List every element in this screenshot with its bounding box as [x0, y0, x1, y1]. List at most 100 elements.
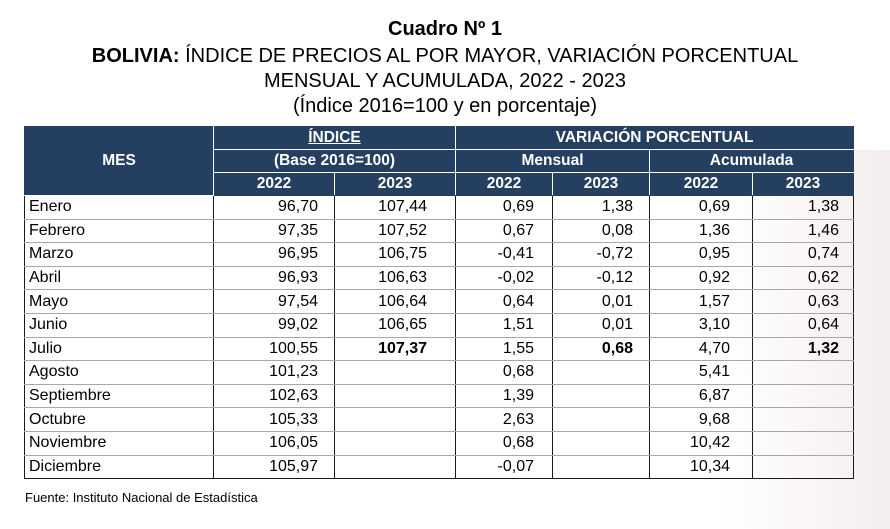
month-cell: Abril — [24, 266, 214, 291]
value-cell — [333, 455, 457, 480]
table-title-line2: MENSUAL Y ACUMULADA, 2022 - 2023 — [263, 70, 627, 92]
table-number-title: Cuadro Nº 1 — [388, 18, 502, 40]
value-cell: 96,93 — [213, 266, 335, 291]
value-cell: 0,74 — [752, 242, 855, 267]
table-row: Diciembre 105,97 -0,07 10,34 — [24, 455, 855, 480]
value-cell: 106,63 — [333, 266, 457, 291]
value-cell: 106,65 — [333, 313, 457, 338]
value-cell: 0,69 — [455, 195, 554, 220]
month-cell: Mayo — [24, 289, 214, 314]
value-cell: 0,08 — [552, 219, 651, 244]
value-cell: 0,01 — [552, 289, 651, 314]
value-cell: 1,38 — [752, 195, 855, 220]
header-acumulada: Acumulada — [649, 149, 855, 173]
value-cell: 1,36 — [649, 219, 754, 244]
value-cell — [333, 407, 457, 432]
value-cell: 107,44 — [333, 195, 457, 220]
header-variacion: VARIACIÓN PORCENTUAL — [455, 126, 855, 150]
value-cell: 106,64 — [333, 289, 457, 314]
source-note: Fuente: Instituto Nacional de Estadístic… — [25, 490, 258, 505]
table-row: Agosto 101,23 0,68 5,41 — [24, 360, 855, 385]
month-cell: Octubre — [24, 407, 214, 432]
value-cell: 96,95 — [213, 242, 335, 267]
table-title-country: BOLIVIA: — [91, 45, 180, 67]
value-cell: 97,54 — [213, 289, 335, 314]
table-row: Junio 99,02 106,65 1,51 0,01 3,10 0,64 — [24, 313, 855, 338]
value-cell — [752, 455, 855, 480]
table-units-note: (Índice 2016=100 y en porcentaje) — [292, 95, 598, 117]
value-cell: 0,67 — [455, 219, 554, 244]
table-body: Enero 96,70 107,44 0,69 1,38 0,69 1,38 Febrero 9… — [24, 195, 855, 480]
value-cell — [333, 360, 457, 385]
header-year: 2023 — [752, 172, 855, 196]
value-cell: 0,68 — [552, 337, 651, 362]
table-row: Septiembre 102,63 1,39 6,87 — [24, 384, 855, 409]
value-cell: 0,68 — [455, 360, 554, 385]
price-index-table: MES ÍNDICE VARIACIÓN PORCENTUAL (Base 20… — [24, 126, 855, 480]
value-cell: 97,35 — [213, 219, 335, 244]
table-row: Octubre 105,33 2,63 9,68 — [24, 407, 855, 432]
month-cell: Septiembre — [24, 384, 214, 409]
header-indice: ÍNDICE — [212, 126, 457, 150]
value-cell: 101,23 — [213, 360, 335, 385]
value-cell: 107,52 — [333, 219, 457, 244]
value-cell: 9,68 — [649, 407, 754, 432]
table-title-rest: ÍNDICE DE PRECIOS AL POR MAYOR, VARIACIÓ… — [179, 45, 799, 67]
value-cell: -0,41 — [455, 242, 554, 267]
header-year: 2022 — [455, 172, 554, 196]
value-cell: 0,68 — [455, 431, 554, 456]
table-row: Mayo 97,54 106,64 0,64 0,01 1,57 0,63 — [24, 289, 855, 314]
value-cell: 0,64 — [455, 289, 554, 314]
value-cell: 1,46 — [752, 219, 855, 244]
value-cell: -0,12 — [552, 266, 651, 291]
value-cell — [752, 360, 855, 385]
value-cell: 3,10 — [649, 313, 754, 338]
month-cell: Marzo — [24, 242, 214, 267]
month-cell: Junio — [24, 313, 214, 338]
value-cell: 96,70 — [213, 195, 335, 220]
value-cell — [552, 431, 651, 456]
value-cell: 106,75 — [333, 242, 457, 267]
value-cell: 4,70 — [649, 337, 754, 362]
value-cell — [752, 384, 855, 409]
value-cell: 0,62 — [752, 266, 855, 291]
table-row: Noviembre 106,05 0,68 10,42 — [24, 431, 855, 456]
value-cell — [552, 455, 651, 480]
value-cell: 99,02 — [213, 313, 335, 338]
value-cell: -0,02 — [455, 266, 554, 291]
table-title: BOLIVIA: ÍNDICE DE PRECIOS AL POR MAYOR,… — [0, 44, 890, 68]
header-base: (Base 2016=100) — [212, 149, 457, 173]
value-cell: 10,42 — [649, 431, 754, 456]
value-cell: 105,33 — [213, 407, 335, 432]
value-cell: 10,34 — [649, 455, 754, 480]
value-cell: 1,57 — [649, 289, 754, 314]
value-cell: 1,55 — [455, 337, 554, 362]
table-row: Julio 100,55 107,37 1,55 0,68 4,70 1,32 — [24, 337, 855, 362]
value-cell: 0,92 — [649, 266, 754, 291]
month-cell: Enero — [24, 195, 214, 220]
value-cell: 0,64 — [752, 313, 855, 338]
value-cell — [752, 407, 855, 432]
value-cell: 2,63 — [455, 407, 554, 432]
header-year: 2023 — [552, 172, 651, 196]
header-mes: MES — [24, 126, 214, 196]
header-year: 2022 — [649, 172, 754, 196]
month-cell: Julio — [24, 337, 214, 362]
table-row: Febrero 97,35 107,52 0,67 0,08 1,36 1,46 — [24, 219, 855, 244]
value-cell: 1,32 — [752, 337, 855, 362]
value-cell: 1,39 — [455, 384, 554, 409]
value-cell — [552, 360, 651, 385]
value-cell: 0,69 — [649, 195, 754, 220]
month-cell: Noviembre — [24, 431, 214, 456]
header-mensual: Mensual — [455, 149, 651, 173]
value-cell: 107,37 — [333, 337, 457, 362]
value-cell: 102,63 — [213, 384, 335, 409]
value-cell: 5,41 — [649, 360, 754, 385]
value-cell — [333, 431, 457, 456]
value-cell: 0,95 — [649, 242, 754, 267]
value-cell — [552, 384, 651, 409]
month-cell: Agosto — [24, 360, 214, 385]
table-row: Enero 96,70 107,44 0,69 1,38 0,69 1,38 — [24, 195, 855, 220]
value-cell: 6,87 — [649, 384, 754, 409]
value-cell: -0,07 — [455, 455, 554, 480]
